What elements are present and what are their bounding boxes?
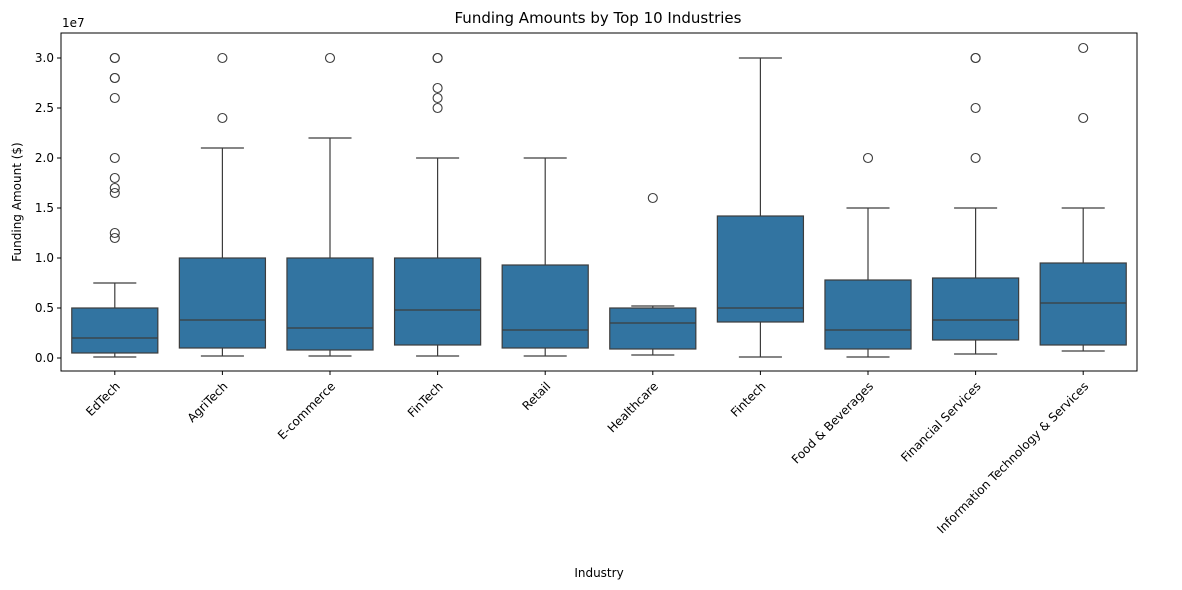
outlier-point — [432, 82, 443, 94]
outlier-point — [109, 92, 120, 104]
y-tick-label: 2.0 — [35, 151, 54, 165]
x-tick-label: EdTech — [83, 379, 123, 419]
x-tick-label: E-commerce — [275, 379, 338, 442]
box-iqr — [501, 264, 589, 349]
x-tick-label: AgriTech — [185, 379, 231, 425]
outlier-point — [970, 152, 981, 164]
outlier-point — [1078, 112, 1089, 124]
outlier-point — [647, 192, 658, 204]
box-iqr — [178, 257, 267, 349]
outlier-point — [109, 72, 120, 84]
x-axis-label: Industry — [574, 566, 623, 580]
outlier-point — [970, 102, 981, 114]
outlier-point — [432, 52, 443, 64]
outlier-point — [109, 52, 120, 64]
y-offset-label: 1e7 — [62, 16, 85, 30]
y-axis-label: Funding Amount ($) — [10, 142, 24, 261]
outlier-point — [109, 187, 120, 199]
x-tick-label: Financial Services — [898, 379, 984, 465]
outlier-point — [217, 52, 228, 64]
outlier-point — [432, 92, 443, 104]
y-tick-label: 0.5 — [35, 301, 54, 315]
outlier-point — [109, 182, 120, 194]
box-iqr — [1039, 262, 1127, 346]
x-tick-label: Food & Beverages — [789, 379, 876, 466]
box-iqr — [286, 257, 374, 351]
box-iqr — [716, 215, 805, 323]
outlier-point — [217, 112, 228, 124]
outlier-point — [109, 227, 120, 239]
y-tick-label: 1.0 — [35, 251, 54, 265]
x-tick-label: FinTech — [405, 379, 446, 420]
y-tick-label: 2.5 — [35, 101, 54, 115]
box-iqr — [931, 277, 1020, 341]
x-tick-label: Healthcare — [605, 379, 661, 435]
plot-frame — [60, 32, 1138, 372]
outlier-point — [109, 232, 120, 244]
x-tick-label: Fintech — [728, 379, 768, 419]
outlier-point — [1078, 42, 1089, 54]
outlier-point — [324, 52, 336, 64]
box-iqr — [71, 307, 159, 354]
y-tick-label: 1.5 — [35, 201, 54, 215]
box-iqr — [824, 279, 912, 350]
outlier-point — [109, 172, 120, 184]
x-tick-label: Retail — [519, 379, 553, 413]
outlier-point — [109, 152, 120, 164]
y-tick-label: 3.0 — [35, 51, 54, 65]
chart-title: Funding Amounts by Top 10 Industries — [455, 9, 742, 27]
plot-area: 0.0 0.5 1.0 1.5 2.0 2.5 3.0 EdTech AgriTech E-com… — [35, 42, 1127, 536]
outlier-point — [432, 102, 443, 114]
box-iqr — [609, 307, 697, 350]
y-tick-label: 0.0 — [35, 351, 54, 365]
box-iqr — [393, 257, 482, 346]
outlier-point — [862, 152, 874, 164]
outlier-point — [970, 52, 981, 64]
